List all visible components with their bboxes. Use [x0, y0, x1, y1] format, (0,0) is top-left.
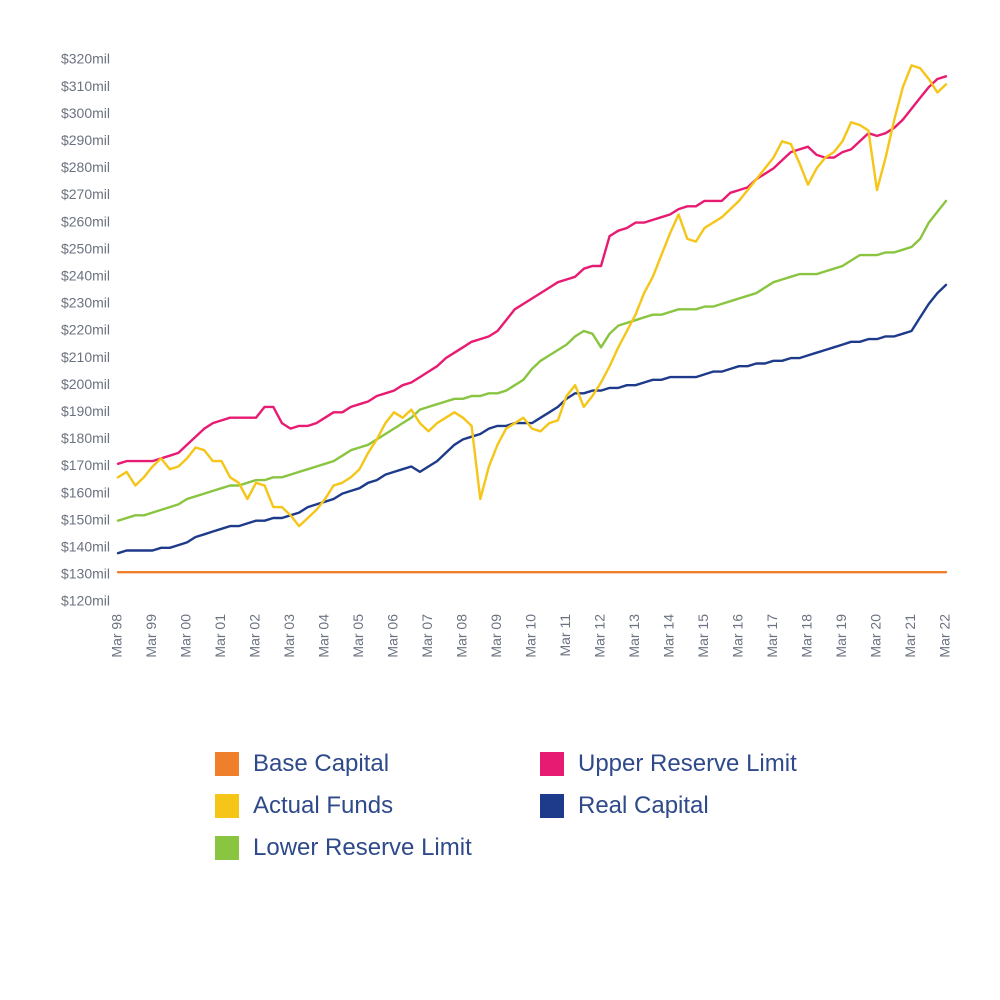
legend-item-real-capital: Real Capital [540, 792, 855, 820]
svg-text:Mar 06: Mar 06 [385, 614, 401, 658]
svg-text:Mar 21: Mar 21 [902, 614, 918, 658]
svg-text:$140mil: $140mil [61, 539, 110, 555]
svg-text:$130mil: $130mil [61, 566, 110, 582]
legend-label: Base Capital [253, 750, 389, 778]
svg-text:Mar 11: Mar 11 [557, 614, 573, 657]
svg-text:Mar 01: Mar 01 [212, 614, 228, 658]
svg-text:$180mil: $180mil [61, 430, 110, 446]
svg-text:Mar 05: Mar 05 [350, 614, 366, 658]
svg-text:$170mil: $170mil [61, 457, 110, 473]
svg-text:Mar 20: Mar 20 [868, 614, 884, 658]
legend-label: Lower Reserve Limit [253, 834, 472, 862]
svg-text:Mar 10: Mar 10 [523, 614, 539, 658]
svg-text:Mar 15: Mar 15 [695, 614, 711, 658]
svg-text:Mar 13: Mar 13 [626, 614, 642, 658]
legend-swatch [215, 836, 239, 860]
legend-item-upper-reserve: Upper Reserve Limit [540, 750, 855, 778]
legend-swatch [215, 794, 239, 818]
svg-text:$120mil: $120mil [61, 593, 110, 609]
svg-text:Mar 14: Mar 14 [661, 614, 677, 658]
svg-text:$300mil: $300mil [61, 105, 110, 121]
svg-text:Mar 00: Mar 00 [178, 614, 194, 658]
svg-text:$160mil: $160mil [61, 484, 110, 500]
svg-text:$280mil: $280mil [61, 159, 110, 175]
legend-swatch [540, 752, 564, 776]
svg-text:$220mil: $220mil [61, 322, 110, 338]
svg-text:Mar 08: Mar 08 [454, 614, 470, 658]
chart-legend: Base Capital Upper Reserve Limit Actual … [215, 750, 855, 862]
legend-label: Upper Reserve Limit [578, 750, 797, 778]
svg-text:Mar 12: Mar 12 [592, 614, 608, 658]
svg-text:$230mil: $230mil [61, 295, 110, 311]
svg-text:Mar 09: Mar 09 [488, 614, 504, 658]
svg-text:Mar 17: Mar 17 [764, 614, 780, 658]
legend-swatch [215, 752, 239, 776]
svg-text:$310mil: $310mil [61, 78, 110, 94]
svg-text:Mar 07: Mar 07 [419, 614, 435, 658]
svg-text:$190mil: $190mil [61, 403, 110, 419]
svg-text:$320mil: $320mil [61, 51, 110, 67]
svg-text:Mar 18: Mar 18 [799, 614, 815, 658]
legend-label: Actual Funds [253, 792, 393, 820]
legend-item-actual-funds: Actual Funds [215, 792, 530, 820]
svg-text:$270mil: $270mil [61, 186, 110, 202]
chart-canvas: $120mil $130mil $140mil $150mil $160mil $170m… [40, 50, 960, 700]
svg-text:$250mil: $250mil [61, 240, 110, 256]
svg-text:$290mil: $290mil [61, 132, 110, 148]
svg-text:Mar 22: Mar 22 [937, 614, 953, 658]
svg-text:Mar 98: Mar 98 [109, 614, 125, 658]
legend-label: Real Capital [578, 792, 709, 820]
svg-text:Mar 04: Mar 04 [316, 614, 332, 658]
svg-text:$150mil: $150mil [61, 511, 110, 527]
svg-text:$260mil: $260mil [61, 213, 110, 229]
svg-text:$240mil: $240mil [61, 268, 110, 284]
legend-swatch [540, 794, 564, 818]
svg-text:$210mil: $210mil [61, 349, 110, 365]
legend-item-lower-reserve: Lower Reserve Limit [215, 834, 530, 862]
svg-text:Mar 03: Mar 03 [281, 614, 297, 658]
svg-text:Mar 02: Mar 02 [247, 614, 263, 658]
legend-item-base-capital: Base Capital [215, 750, 530, 778]
svg-text:Mar 19: Mar 19 [833, 614, 849, 658]
svg-text:$200mil: $200mil [61, 376, 110, 392]
svg-text:Mar 99: Mar 99 [143, 614, 159, 658]
svg-text:Mar 16: Mar 16 [730, 614, 746, 658]
capital-chart: $120mil $130mil $140mil $150mil $160mil $170m… [40, 50, 960, 950]
